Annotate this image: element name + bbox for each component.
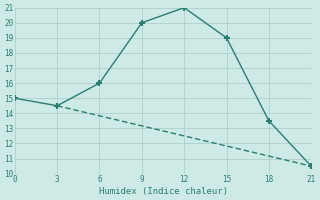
X-axis label: Humidex (Indice chaleur): Humidex (Indice chaleur): [99, 187, 228, 196]
